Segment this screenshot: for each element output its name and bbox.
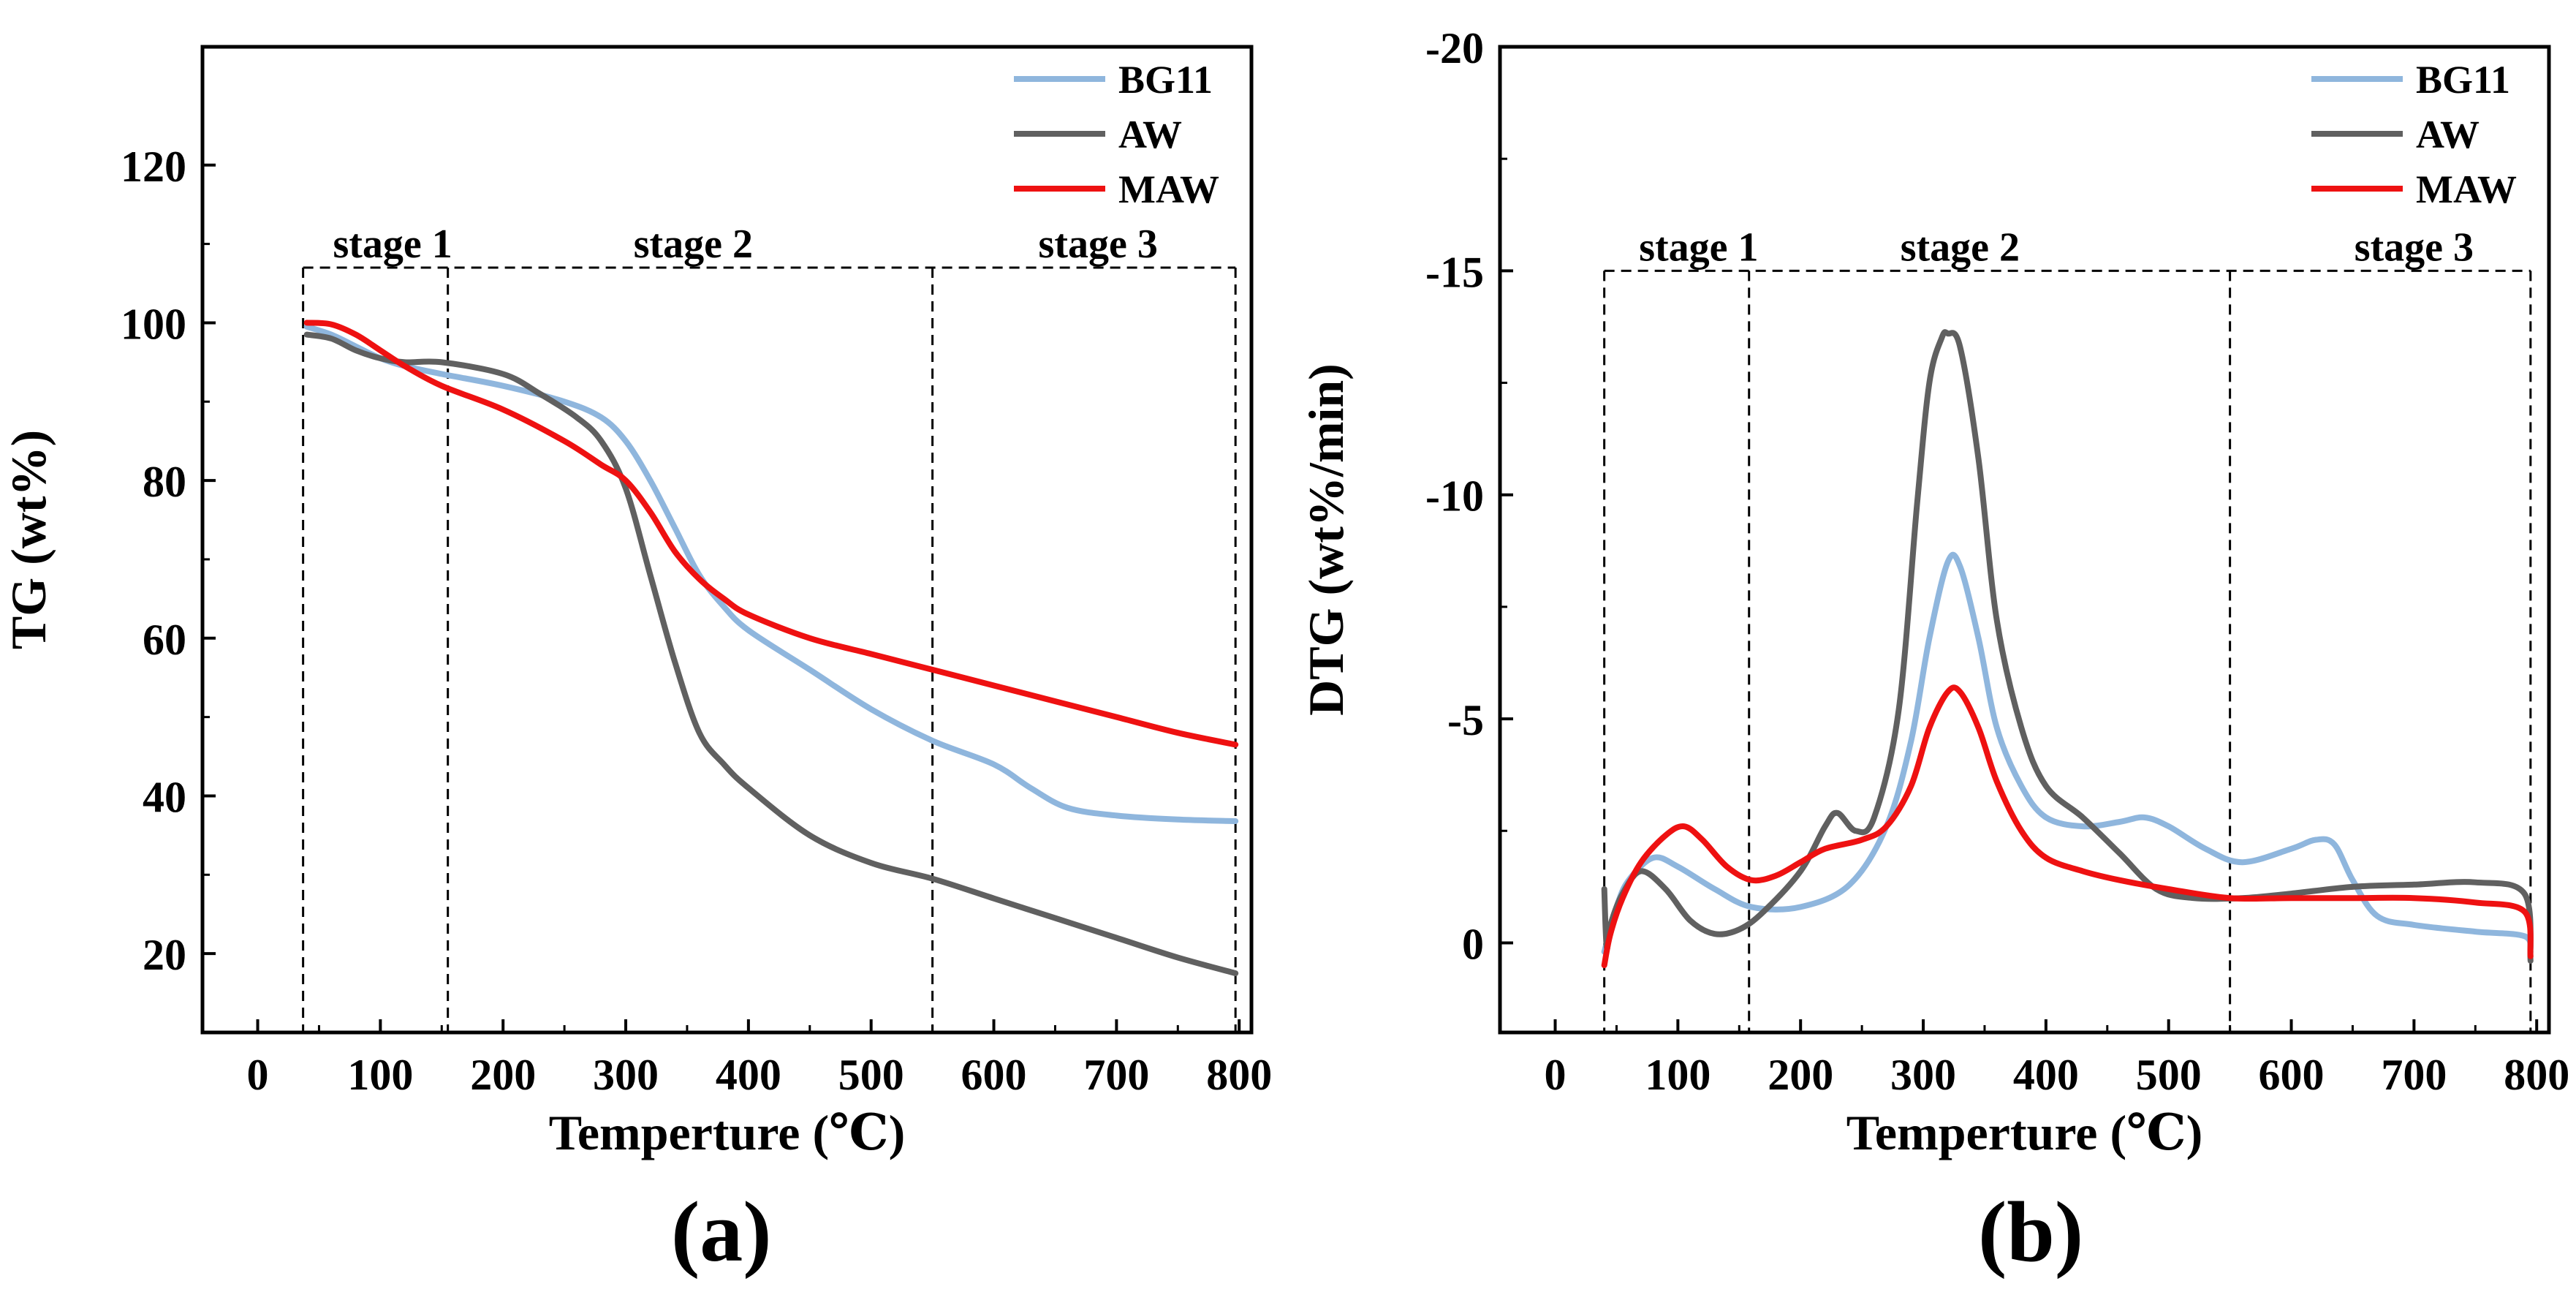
tg-x-tick-label: 100: [347, 1051, 413, 1099]
tg-x-tick-label: 600: [961, 1051, 1027, 1099]
dtg-legend-label-maw: MAW: [2416, 167, 2517, 211]
tg-stage-label: stage 1: [333, 222, 452, 267]
dtg-series-line-maw: [1601, 684, 2534, 969]
dtg-x-axis-title: Temperture (℃): [1846, 1105, 2203, 1160]
tg-series-line-bg11: [303, 323, 1239, 824]
dtg-stage-label: stage 1: [1639, 224, 1758, 270]
tg-x-tick-label: 700: [1083, 1051, 1149, 1099]
dtg-x-tick-label: 400: [2013, 1051, 2079, 1099]
panel-label-a: (a): [671, 1184, 772, 1280]
tg-x-tick-label: 0: [247, 1051, 269, 1099]
tg-series-line-aw: [303, 331, 1239, 977]
dtg-y-tick-label: -5: [1447, 696, 1484, 744]
tg-x-tick-label: 500: [838, 1051, 904, 1099]
dtg-plot-frame: [1498, 45, 2551, 1035]
tg-legend-label-bg11: BG11: [1118, 58, 1213, 102]
dtg-stage-label: stage 3: [2355, 224, 2474, 270]
dtg-x-tick-label: 100: [1645, 1051, 1711, 1099]
dtg-x-tick-label: 500: [2136, 1051, 2202, 1099]
dtg-y-tick-label: -10: [1425, 472, 1484, 521]
tg-x-tick-label: 400: [716, 1051, 781, 1099]
tg-y-tick-label: 80: [143, 458, 186, 506]
tg-y-tick-label: 120: [121, 143, 186, 191]
tg-series-line-maw: [303, 320, 1239, 748]
panel-label-b: (b): [1978, 1184, 2084, 1280]
tg-y-axis-title: TG (wt%): [1, 430, 56, 649]
tg-x-tick-label: 300: [593, 1051, 659, 1099]
dtg-x-tick-label: 600: [2259, 1051, 2325, 1099]
dtg-x-tick-label: 700: [2381, 1051, 2447, 1099]
tg-stage-label: stage 3: [1039, 222, 1158, 267]
tg-legend-label-aw: AW: [1118, 113, 1182, 156]
dtg-y-tick-label: -20: [1425, 24, 1484, 72]
dtg-y-tick-label: 0: [1462, 920, 1484, 968]
tg-x-tick-label: 200: [470, 1051, 536, 1099]
dtg-x-tick-label: 800: [2504, 1051, 2569, 1099]
tg-chart-panel: 0 100 200 300 400 500 600 700 800 20 40 60 80 100 120 T…: [1, 45, 1272, 1160]
tg-y-tick-label: 60: [143, 616, 186, 664]
tg-y-tick-label: 100: [121, 300, 186, 348]
tg-x-tick-label: 800: [1206, 1051, 1272, 1099]
dtg-x-tick-label: 200: [1768, 1051, 1833, 1099]
tg-legend-label-maw: MAW: [1118, 167, 1219, 211]
dtg-legend-label-bg11: BG11: [2416, 58, 2510, 102]
tg-y-tick-label: 20: [143, 931, 186, 979]
dtg-y-axis-title: DTG (wt%/min): [1298, 363, 1354, 716]
dtg-x-tick-label: 0: [1545, 1051, 1567, 1099]
tg-stage-label: stage 2: [634, 222, 753, 267]
dtg-chart-panel: 0 100 200 300 400 500 600 700 800 0 -5 -10 -15 -20 Tem…: [1298, 24, 2569, 1160]
tg-plot-frame: [200, 45, 1254, 1035]
dtg-y-tick-label: -15: [1425, 248, 1484, 296]
dtg-stage-label: stage 2: [1901, 224, 2020, 270]
dtg-legend-label-aw: AW: [2416, 113, 2480, 156]
dtg-x-tick-label: 300: [1890, 1051, 1956, 1099]
dtg-series-line-bg11: [1601, 551, 2534, 955]
tg-y-tick-label: 40: [143, 773, 186, 821]
tg-x-axis-title: Temperture (℃): [549, 1105, 906, 1160]
